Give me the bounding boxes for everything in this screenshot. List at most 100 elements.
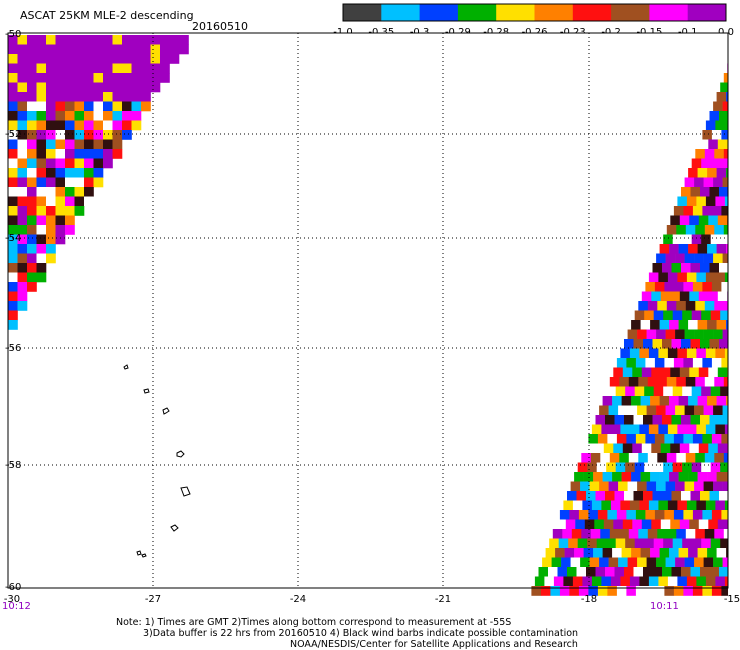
swath-cell	[584, 443, 595, 454]
swath-cell	[17, 196, 28, 207]
swath-cell	[622, 519, 633, 530]
swath-cell	[584, 519, 595, 530]
swath-cell	[702, 434, 713, 444]
swath-cell	[724, 120, 728, 131]
swath-cell	[74, 54, 85, 64]
swath-cell	[673, 434, 684, 444]
swath-cell	[688, 320, 698, 330]
swath-cell	[721, 510, 729, 520]
swath-cell	[65, 177, 75, 188]
swath-cell	[27, 73, 37, 83]
swath-cell	[653, 462, 664, 473]
swath-cell	[631, 548, 641, 558]
swath-cell	[27, 177, 37, 188]
swath-cell	[575, 519, 586, 530]
swath-cell	[714, 225, 725, 235]
swath-cell	[640, 472, 651, 482]
swath-cell	[720, 538, 729, 549]
swath-cell	[624, 415, 634, 425]
swath-cell	[691, 538, 702, 549]
swath-cell	[685, 529, 696, 539]
swath-cell	[654, 586, 665, 596]
swath-cell	[65, 158, 75, 169]
swath-cell	[652, 263, 663, 273]
swath-cell	[722, 481, 729, 492]
swath-cell	[651, 291, 662, 302]
swath-cell	[74, 111, 85, 121]
swath-cell	[702, 282, 713, 292]
swath-cell	[103, 92, 113, 102]
swath-cell	[717, 519, 728, 530]
swath-cell	[691, 158, 702, 169]
swath-cell	[84, 101, 94, 112]
colorbar-segment	[649, 4, 689, 21]
swath-cell	[709, 491, 720, 501]
swath-cell	[716, 548, 727, 558]
swath-cell	[103, 149, 113, 159]
swath-cell	[667, 424, 678, 435]
swath-cell	[84, 82, 94, 93]
swath-cell	[46, 196, 56, 207]
swath-cell	[707, 320, 717, 330]
swath-cell	[646, 557, 657, 568]
time-left-label: 10:12	[2, 601, 31, 612]
swath-cell	[46, 35, 56, 45]
swath-cell	[686, 348, 697, 359]
swath-cell	[684, 405, 695, 416]
swath-cell	[681, 491, 691, 501]
swath-cell	[686, 196, 697, 207]
swath-cell	[715, 272, 726, 283]
swath-cell	[93, 177, 104, 188]
swath-cell	[150, 73, 161, 83]
swath-cell	[672, 310, 683, 321]
swath-cell	[55, 63, 66, 74]
swath-cell	[46, 101, 56, 112]
swath-cell	[8, 234, 18, 245]
swath-cell	[607, 586, 618, 596]
swath-cell	[595, 491, 606, 501]
swath-cell	[720, 386, 729, 397]
swath-cell	[46, 168, 56, 178]
swath-cell	[686, 576, 697, 587]
swath-cell	[663, 234, 673, 245]
swath-cell	[689, 215, 700, 226]
swath-cell	[626, 358, 637, 368]
swath-cell	[551, 557, 562, 568]
swath-cell	[27, 63, 37, 74]
swath-cell	[27, 111, 37, 121]
swath-cell	[696, 500, 707, 511]
swath-cell	[595, 567, 606, 577]
swath-cell	[726, 320, 728, 330]
swath-cell	[714, 453, 725, 463]
swath-cell	[719, 111, 728, 121]
swath-cell	[8, 111, 18, 121]
swath-cell	[638, 377, 649, 387]
swath-cell	[703, 329, 714, 340]
swath-cell	[713, 253, 723, 264]
swath-cell	[17, 35, 28, 45]
swath-cell	[586, 491, 596, 501]
swath-cell	[698, 367, 709, 378]
swath-cell	[93, 158, 104, 169]
swath-cell	[723, 73, 729, 83]
swath-cell	[122, 92, 132, 102]
swath-cell	[593, 548, 603, 558]
swath-cell	[640, 320, 651, 330]
swath-cell	[722, 405, 729, 416]
swath-cell	[648, 576, 659, 587]
swath-cell	[650, 548, 660, 558]
swath-cell	[609, 377, 620, 387]
swath-cell	[93, 73, 104, 83]
swath-cell	[666, 453, 677, 463]
swath-cell	[615, 462, 626, 473]
swath-cell	[713, 481, 723, 492]
swath-cell	[55, 73, 66, 83]
swath-cell	[705, 576, 716, 587]
swath-cell	[676, 453, 687, 463]
swath-cell	[46, 139, 56, 150]
swath-cell	[46, 73, 56, 83]
swath-cell	[708, 519, 719, 530]
swath-cell	[670, 519, 681, 530]
swath-cell	[660, 519, 671, 530]
swath-cell	[605, 491, 615, 501]
